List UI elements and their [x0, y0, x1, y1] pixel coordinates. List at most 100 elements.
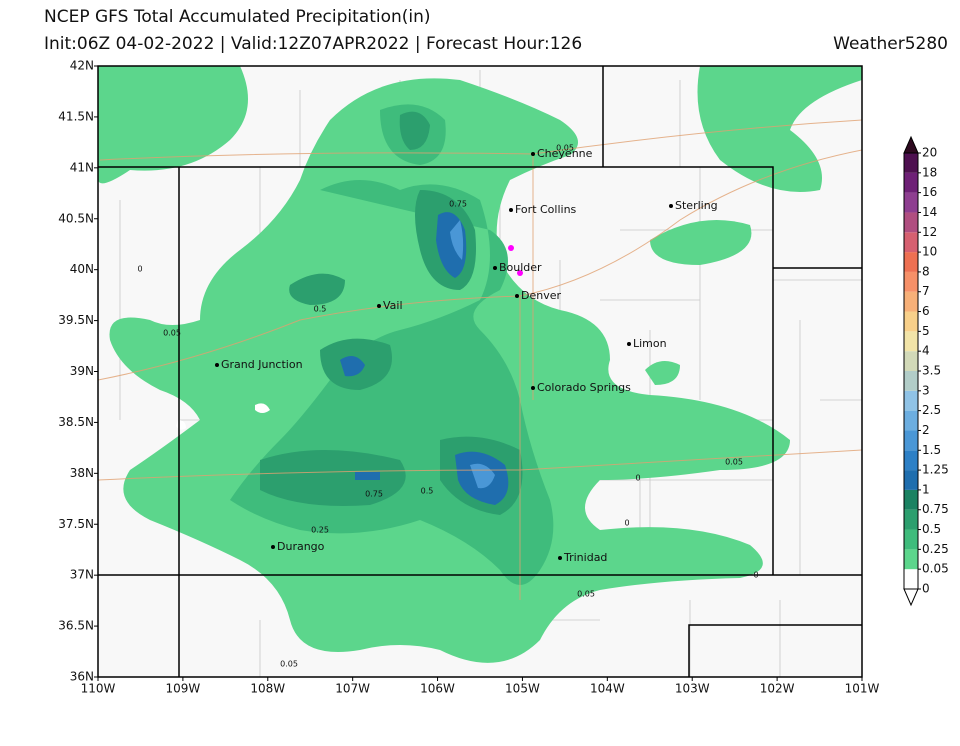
city-label: Fort Collins [515, 203, 577, 216]
colorbar-label: 5 [922, 324, 930, 338]
city-dot [558, 556, 562, 560]
state-borders [98, 66, 862, 677]
colorbar-band [904, 371, 918, 391]
colorbar-label: 6 [922, 304, 930, 318]
colorbar-band [904, 311, 918, 332]
colorbar-label: 0.05 [922, 562, 949, 576]
city-dot [509, 208, 513, 212]
y-tick-label: 42N [70, 59, 94, 73]
colorbar-under [903, 588, 919, 607]
contour-label: 0.5 [421, 487, 434, 496]
colorbar-label: 10 [922, 245, 937, 259]
x-tick-label: 102W [760, 682, 795, 696]
colorbar-band [904, 410, 918, 431]
contour-label: 0 [753, 571, 758, 580]
contour-label: 0.05 [725, 458, 743, 467]
city-dot [271, 545, 275, 549]
colorbar-label: 0.25 [922, 542, 949, 556]
y-tick-label: 41.5N [58, 109, 94, 123]
colorbar-band [904, 153, 918, 173]
colorbar: 0 0.05 0.25 0.5 0.75 1 1.25 1.5 2 2.5 3 3.5 4 5 6 7 8 10 1… [903, 135, 949, 607]
x-tick-label: 106W [420, 682, 455, 696]
colorbar-band [904, 450, 918, 471]
x-tick-label: 103W [675, 682, 710, 696]
city-dot [515, 294, 519, 298]
contour-label: 0.75 [365, 490, 383, 499]
colorbar-band [904, 489, 918, 510]
x-tick-label: 101W [845, 682, 880, 696]
colorbar-label: 0.75 [922, 502, 949, 516]
colorbar-band [904, 470, 918, 490]
contour-label: 0.5 [314, 305, 327, 314]
colorbar-label: 7 [922, 284, 930, 298]
y-tick-label: 40N [70, 262, 94, 276]
marker [517, 270, 523, 276]
y-tick-label: 41N [70, 160, 94, 174]
colorbar-label: 1.5 [922, 443, 941, 457]
colorbar-label: 0.5 [922, 522, 941, 536]
colorbar-band [904, 549, 918, 570]
colorbar-band [904, 172, 918, 193]
city-label: Sterling [675, 199, 718, 212]
y-tick-label: 38.5N [58, 415, 94, 429]
city-label: Trinidad [563, 551, 607, 564]
colorbar-label: 8 [922, 264, 930, 278]
x-tick-label: 104W [590, 682, 625, 696]
colorbar-band [904, 430, 918, 451]
contour-label: 0.75 [449, 200, 467, 209]
colorbar-band [904, 390, 918, 411]
contour-label: 0.05 [577, 590, 595, 599]
colorbar-band [904, 192, 918, 213]
colorbar-band [904, 232, 918, 253]
precip-fill [98, 66, 862, 663]
colorbar-band [904, 351, 918, 371]
colorbar-label: 16 [922, 185, 937, 199]
colorbar-band [904, 529, 918, 550]
colorbar-label: 18 [922, 165, 937, 179]
city-label: Cheyenne [537, 147, 593, 160]
colorbar-over [903, 135, 919, 154]
city-dot [215, 363, 219, 367]
colorbar-label: 3 [922, 383, 930, 397]
contour-label: 0 [624, 519, 629, 528]
colorbar-band [904, 271, 918, 292]
city-label: Limon [633, 337, 667, 350]
x-tick-label: 105W [505, 682, 540, 696]
y-tick-label: 38N [70, 466, 94, 480]
contour-label: 0 [635, 474, 640, 483]
colorbar-band [904, 291, 918, 312]
contour-label: 0.05 [556, 144, 574, 153]
x-tick-label: 110W [81, 682, 116, 696]
x-tick-label: 107W [335, 682, 370, 696]
contour-label: 0.05 [163, 329, 181, 338]
y-tick-label: 40.5N [58, 211, 94, 225]
brand: Weather5280 [833, 34, 948, 54]
colorbar-label: 2 [922, 423, 930, 437]
colorbar-label: 12 [922, 225, 937, 239]
map-labels: Cheyenne Fort Collins Sterling Boulder Denve… [137, 144, 758, 669]
contour-label: 0.25 [311, 526, 329, 535]
colorbar-band [904, 569, 918, 589]
colorbar-label: 1.25 [922, 463, 949, 477]
city-label: Boulder [499, 261, 542, 274]
city-dot [531, 152, 535, 156]
y-tick-label: 39N [70, 364, 94, 378]
colorbar-label: 1 [922, 482, 930, 496]
city-label: Grand Junction [221, 358, 303, 371]
colorbar-label: 2.5 [922, 403, 941, 417]
marker [508, 245, 514, 251]
x-tick-label: 108W [250, 682, 285, 696]
city-label: Colorado Springs [537, 381, 631, 394]
city-label: Durango [277, 540, 325, 553]
city-dot [627, 342, 631, 346]
city-dot [377, 304, 381, 308]
x-tick-label: 109W [165, 682, 200, 696]
colorbar-band [904, 212, 918, 233]
y-tick-label: 36.5N [58, 619, 94, 633]
city-label: Vail [383, 299, 403, 312]
colorbar-label: 3.5 [922, 364, 941, 378]
title: NCEP GFS Total Accumulated Precipitation… [44, 7, 431, 27]
y-tick-label: 39.5N [58, 313, 94, 327]
y-tick-label: 36N [70, 670, 94, 684]
colorbar-label: 20 [922, 146, 937, 160]
